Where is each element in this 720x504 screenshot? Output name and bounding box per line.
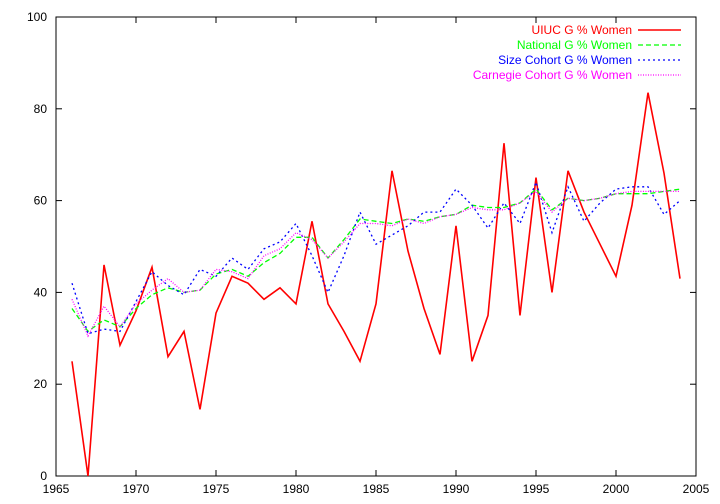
legend-label-1: National G % Women xyxy=(517,38,632,52)
legend-label-0: UIUC G % Women xyxy=(532,23,632,37)
series-line-0 xyxy=(71,92,681,477)
x-tick-label: 1980 xyxy=(283,482,310,496)
series-line-3 xyxy=(71,190,680,338)
series-line-1 xyxy=(71,188,681,333)
y-tick-label: 40 xyxy=(34,285,48,299)
x-tick-label: 1995 xyxy=(523,482,550,496)
axis-ticks: 1965 1970 1975 1980 1985 1990 1995 2000 2005 0 20 4… xyxy=(27,10,710,496)
y-tick-label: 80 xyxy=(34,102,48,116)
x-tick-label: 1965 xyxy=(43,482,70,496)
legend-label-3: Carnegie Cohort G % Women xyxy=(473,68,632,82)
series-line-2 xyxy=(71,180,681,335)
y-tick-label: 20 xyxy=(34,377,48,391)
y-tick-label: 60 xyxy=(34,194,48,208)
x-tick-label: 1975 xyxy=(203,482,230,496)
y-tick-label: 0 xyxy=(40,469,47,483)
y-tick-label: 100 xyxy=(27,10,47,24)
x-tick-label: 2005 xyxy=(683,482,710,496)
x-tick-label: 1985 xyxy=(363,482,390,496)
x-tick-label: 1990 xyxy=(443,482,470,496)
plot-frame xyxy=(55,16,697,477)
x-tick-label: 2000 xyxy=(603,482,630,496)
series-layer xyxy=(71,92,681,477)
x-tick-label: 1970 xyxy=(123,482,150,496)
legend-label-2: Size Cohort G % Women xyxy=(498,53,632,67)
